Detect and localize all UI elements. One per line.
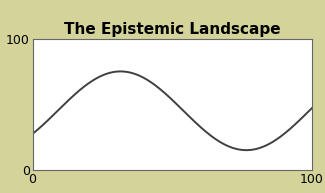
Title: The Epistemic Landscape: The Epistemic Landscape: [64, 22, 280, 37]
